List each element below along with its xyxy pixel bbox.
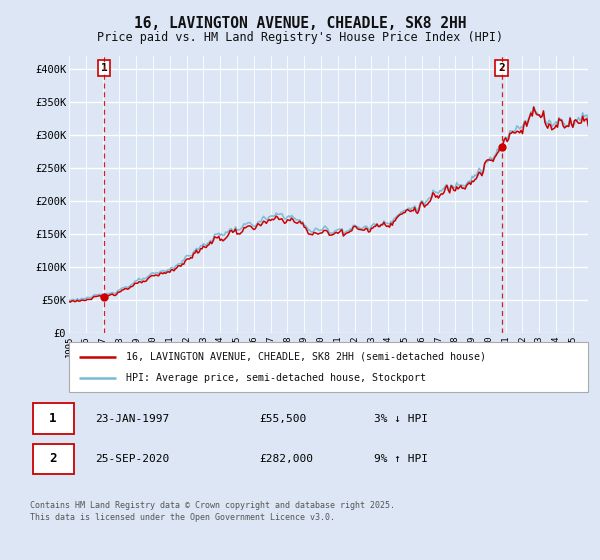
Text: HPI: Average price, semi-detached house, Stockport: HPI: Average price, semi-detached house,… — [126, 373, 426, 383]
Text: 2: 2 — [49, 452, 56, 465]
Text: Contains HM Land Registry data © Crown copyright and database right 2025.
This d: Contains HM Land Registry data © Crown c… — [30, 501, 395, 522]
Text: 1: 1 — [101, 63, 107, 73]
FancyBboxPatch shape — [33, 444, 74, 474]
Text: 16, LAVINGTON AVENUE, CHEADLE, SK8 2HH (semi-detached house): 16, LAVINGTON AVENUE, CHEADLE, SK8 2HH (… — [126, 352, 486, 362]
Text: Price paid vs. HM Land Registry's House Price Index (HPI): Price paid vs. HM Land Registry's House … — [97, 31, 503, 44]
Text: £282,000: £282,000 — [259, 454, 313, 464]
FancyBboxPatch shape — [69, 342, 588, 392]
FancyBboxPatch shape — [33, 403, 74, 434]
Text: 23-JAN-1997: 23-JAN-1997 — [95, 414, 170, 423]
Text: 25-SEP-2020: 25-SEP-2020 — [95, 454, 170, 464]
Text: 2: 2 — [498, 63, 505, 73]
Text: 1: 1 — [49, 412, 56, 425]
Text: 9% ↑ HPI: 9% ↑ HPI — [374, 454, 428, 464]
Text: £55,500: £55,500 — [259, 414, 307, 423]
Text: 3% ↓ HPI: 3% ↓ HPI — [374, 414, 428, 423]
Text: 16, LAVINGTON AVENUE, CHEADLE, SK8 2HH: 16, LAVINGTON AVENUE, CHEADLE, SK8 2HH — [134, 16, 466, 31]
